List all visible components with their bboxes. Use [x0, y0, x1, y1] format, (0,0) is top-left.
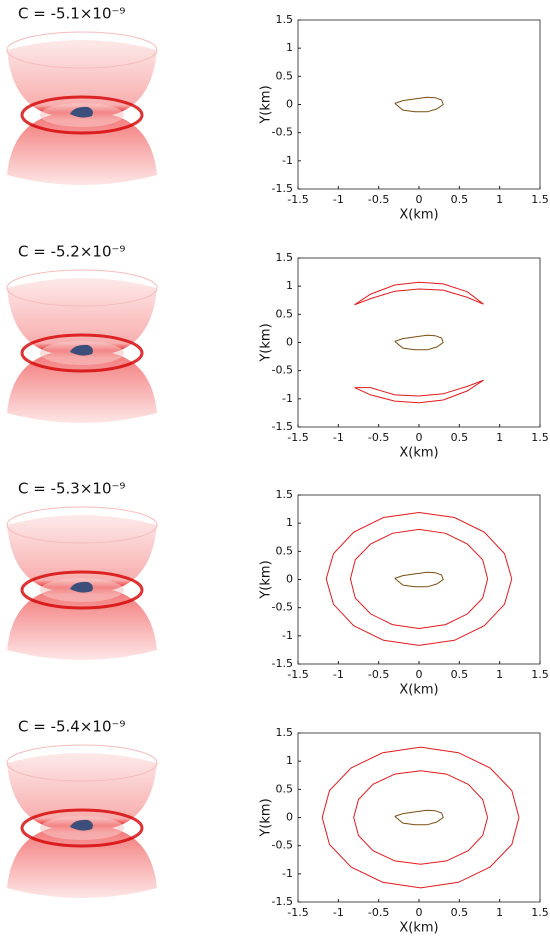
surface-3d	[5, 268, 159, 425]
panel-label: C = -5.2×10⁻⁹	[18, 243, 125, 261]
x-axis-label: X(km)	[399, 683, 438, 698]
curve	[354, 379, 484, 404]
y-tick-label: -0.5	[272, 601, 293, 614]
x-tick-label: -1	[333, 431, 344, 444]
y-tick-label: -1	[282, 392, 293, 405]
panel: C = -5.2×10⁻⁹ -1.5 -1 -0.5 0 0.5 1 1.5 -1.5 -1 -0.…	[18, 243, 549, 461]
y-tick-label: -0.5	[272, 126, 293, 139]
x-tick-label: 1	[496, 906, 503, 919]
x-tick-label: 1	[496, 668, 503, 681]
x-tick-label: 1	[496, 431, 503, 444]
x-tick-label: -0.5	[368, 431, 389, 444]
x-tick-label: 1	[496, 193, 503, 206]
y-axis-label: Y(km)	[259, 560, 274, 599]
x-tick-label: -1.5	[287, 906, 308, 919]
x-tick-label: 1.5	[531, 193, 549, 206]
y-tick-label: 1.5	[276, 726, 294, 739]
plot-area	[297, 732, 541, 903]
panel: C = -5.1×10⁻⁹ -1.5 -1 -0.5 0 0.5 1 1.5 -1.5 -1 -0.…	[18, 5, 549, 223]
x-tick-label: 0.5	[451, 193, 469, 206]
y-tick-label: 0	[286, 573, 293, 586]
y-tick-label: 1.5	[276, 488, 294, 501]
panel-label: C = -5.4×10⁻⁹	[18, 718, 125, 736]
x-tick-label: 0.5	[451, 668, 469, 681]
x-tick-label: -1.5	[287, 431, 308, 444]
y-tick-label: -1.5	[272, 657, 293, 670]
y-tick-label: 0.5	[276, 307, 294, 320]
x-axis-label: X(km)	[399, 446, 438, 461]
y-tick-label: -1	[282, 154, 293, 167]
x-tick-label: -0.5	[368, 906, 389, 919]
x-tick-label: 0.5	[451, 431, 469, 444]
curve	[353, 770, 489, 865]
y-axis-label: Y(km)	[259, 798, 274, 837]
panel-label: C = -5.3×10⁻⁹	[18, 480, 125, 498]
y-tick-label: -1.5	[272, 420, 293, 433]
y-tick-label: 0	[286, 811, 293, 824]
y-axis-label: Y(km)	[259, 323, 274, 362]
curve	[394, 334, 444, 351]
plot-area	[297, 494, 541, 665]
x-tick-label: 0	[416, 906, 423, 919]
y-tick-label: 0	[286, 336, 293, 349]
x-tick-label: -1	[333, 906, 344, 919]
y-tick-label: 1	[286, 754, 293, 767]
surface-3d	[5, 743, 159, 900]
x-tick-label: -1	[333, 668, 344, 681]
x-axis-label: X(km)	[399, 921, 438, 936]
y-tick-label: -0.5	[272, 839, 293, 852]
panel: C = -5.3×10⁻⁹ -1.5 -1 -0.5 0 0.5 1 1.5 -1.5 -1 -0.…	[18, 480, 549, 698]
curve	[394, 96, 444, 113]
panel: C = -5.4×10⁻⁹ -1.5 -1 -0.5 0 0.5 1 1.5 -1.5 -1 -0.…	[18, 718, 549, 936]
x-tick-label: -1.5	[287, 668, 308, 681]
y-tick-label: 0.5	[276, 544, 294, 557]
curve	[321, 746, 520, 889]
surface-3d	[5, 30, 159, 187]
x-tick-label: -1	[333, 193, 344, 206]
y-tick-label: 1	[286, 516, 293, 529]
x-tick-label: 1.5	[531, 668, 549, 681]
x-tick-label: 0	[416, 431, 423, 444]
x-tick-label: -0.5	[368, 193, 389, 206]
y-tick-label: -1	[282, 629, 293, 642]
y-tick-label: -1.5	[272, 895, 293, 908]
y-tick-label: 1	[286, 41, 293, 54]
y-tick-label: 1.5	[276, 13, 294, 26]
curve	[394, 571, 444, 588]
y-tick-label: 1	[286, 279, 293, 292]
x-tick-label: 0.5	[451, 906, 469, 919]
y-tick-label: -1.5	[272, 182, 293, 195]
curve	[325, 511, 513, 646]
y-tick-label: 1.5	[276, 251, 294, 264]
y-tick-label: -1	[282, 867, 293, 880]
x-tick-label: 0	[416, 193, 423, 206]
surface-3d	[5, 505, 159, 662]
curve	[349, 528, 489, 630]
panel-label: C = -5.1×10⁻⁹	[18, 5, 125, 23]
plot-area	[297, 19, 541, 190]
x-tick-label: 0	[416, 668, 423, 681]
curve	[354, 281, 484, 306]
x-tick-label: 1.5	[531, 431, 549, 444]
y-tick-label: 0.5	[276, 69, 294, 82]
curve	[394, 809, 444, 826]
y-axis-label: Y(km)	[259, 85, 274, 124]
x-tick-label: -0.5	[368, 668, 389, 681]
y-tick-label: 0	[286, 98, 293, 111]
y-tick-label: -0.5	[272, 364, 293, 377]
x-tick-label: 1.5	[531, 906, 549, 919]
x-axis-label: X(km)	[399, 208, 438, 223]
y-tick-label: 0.5	[276, 782, 294, 795]
x-tick-label: -1.5	[287, 193, 308, 206]
plot-area	[297, 257, 541, 428]
